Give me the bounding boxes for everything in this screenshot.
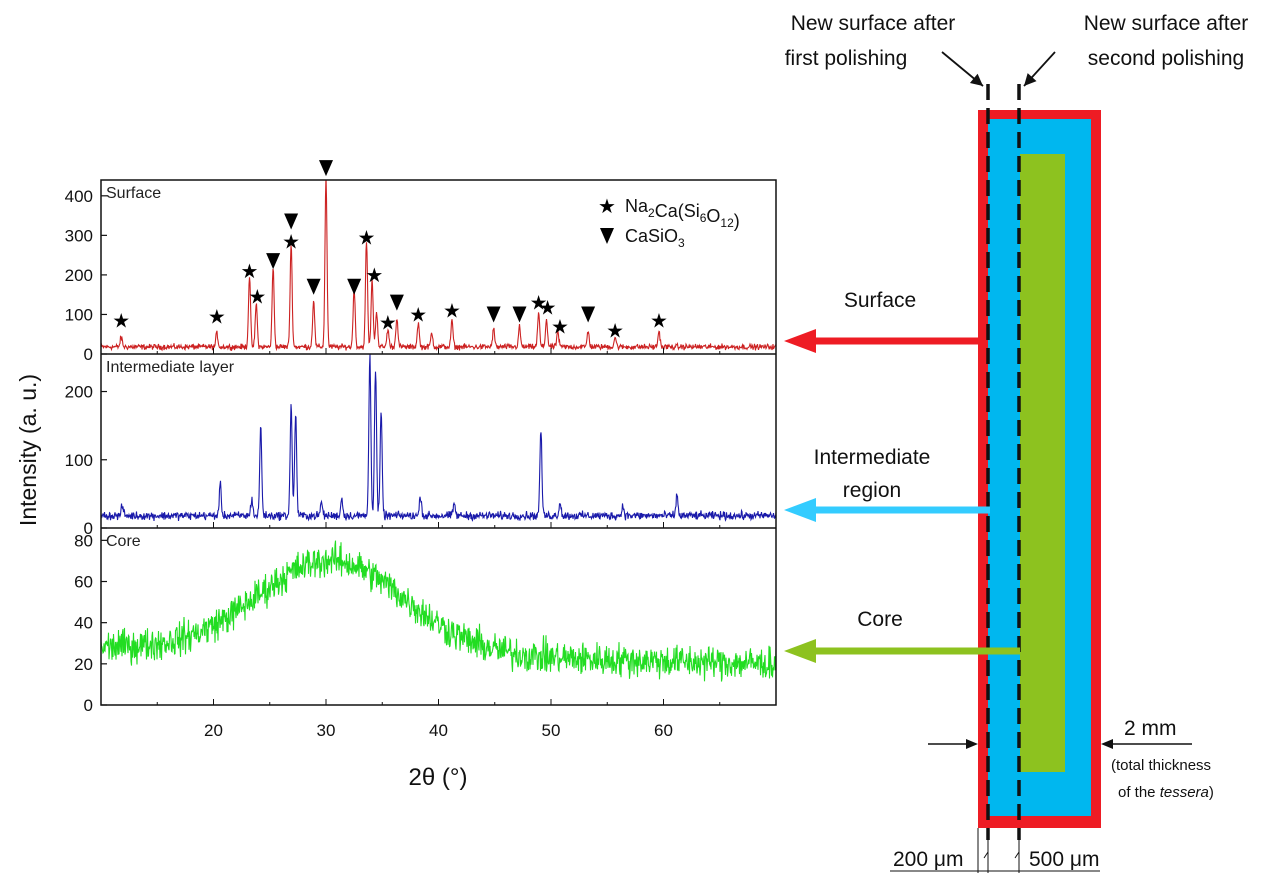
xrd-spectra bbox=[101, 180, 776, 682]
x-tick-label: 50 bbox=[542, 721, 561, 740]
dim-arrow-right bbox=[1101, 739, 1113, 749]
triangle-marker bbox=[306, 278, 321, 295]
star-marker: ★ bbox=[650, 308, 668, 332]
star-marker: ★ bbox=[112, 308, 130, 332]
legend-text-part: Na bbox=[625, 196, 649, 216]
star-marker: ★ bbox=[365, 263, 383, 287]
legend-text-part: ) bbox=[734, 211, 740, 231]
legend-star-icon: ★ bbox=[598, 194, 616, 218]
triangle-marker bbox=[486, 306, 501, 323]
star-marker: ★ bbox=[358, 225, 376, 249]
triangle-marker bbox=[319, 160, 333, 177]
y-tick-label: 100 bbox=[65, 451, 93, 470]
star-marker: ★ bbox=[379, 310, 397, 334]
x-tick-label: 60 bbox=[654, 721, 673, 740]
y-tick-label: 200 bbox=[65, 266, 93, 285]
thickness-note-italic: tessera bbox=[1160, 784, 1209, 801]
panel-title-surface: Surface bbox=[106, 185, 161, 202]
arrow-label-surface: Surface bbox=[844, 289, 916, 312]
tessera-schematic bbox=[978, 84, 1101, 840]
legend-text-part: O bbox=[706, 206, 720, 226]
star-marker: ★ bbox=[282, 229, 300, 253]
y-tick-label: 200 bbox=[65, 383, 93, 402]
triangle-marker bbox=[581, 306, 596, 323]
arrow-label-core: Core bbox=[857, 608, 903, 631]
spectrum-line-0 bbox=[101, 180, 776, 352]
layer-arrow-head bbox=[784, 639, 816, 663]
depth-500-label: 500 μm bbox=[1029, 848, 1099, 871]
thickness-note-suffix: ) bbox=[1209, 784, 1214, 801]
triangle-marker bbox=[284, 213, 299, 230]
y-tick-label: 0 bbox=[84, 696, 93, 715]
axis-ticks: 0 100 200 300 400 0 100 200 0 20 40 60 80 20 30 40 50 60 bbox=[65, 187, 777, 740]
depth-tick bbox=[983, 851, 989, 859]
star-marker: ★ bbox=[443, 299, 461, 323]
triangle-marker bbox=[512, 306, 527, 323]
spectrum-line-2 bbox=[101, 540, 776, 682]
y-tick-label: 60 bbox=[74, 573, 93, 592]
y-tick-label: 20 bbox=[74, 655, 93, 674]
x-tick-label: 30 bbox=[317, 721, 336, 740]
triangle-marker bbox=[266, 253, 281, 270]
y-tick-label: 100 bbox=[65, 305, 93, 324]
dim-arrow-left bbox=[966, 739, 978, 749]
star-marker: ★ bbox=[241, 259, 259, 283]
triangle-marker bbox=[389, 294, 404, 311]
first-polish-label-line1: New surface after bbox=[791, 12, 956, 35]
y-tick-label: 400 bbox=[65, 187, 93, 206]
thickness-note-line1: (total thickness bbox=[1111, 757, 1211, 774]
thickness-value: 2 mm bbox=[1124, 717, 1177, 740]
x-tick-label: 20 bbox=[204, 721, 223, 740]
legend-subscript: 2 bbox=[648, 206, 655, 220]
y-tick-label: 0 bbox=[84, 519, 93, 538]
legend-subscript: 6 bbox=[700, 211, 707, 225]
star-marker: ★ bbox=[208, 304, 226, 328]
legend-text-part: CaSiO bbox=[625, 226, 678, 246]
x-tick-label: 40 bbox=[429, 721, 448, 740]
arrow-label-intermediate-2: region bbox=[843, 479, 901, 502]
chart-legend: ★ Na2Ca(Si6O12)CaSiO3 bbox=[598, 194, 740, 250]
peak-markers: ★ ★★★★ ★★★ ★ ★ ★★★ ★ ★ bbox=[112, 160, 668, 342]
star-marker: ★ bbox=[551, 314, 569, 338]
layer-arrow-head bbox=[784, 498, 816, 522]
arrow-label-intermediate-1: Intermediate bbox=[814, 446, 931, 469]
spectrum-line-1 bbox=[101, 354, 776, 522]
star-marker: ★ bbox=[539, 295, 557, 319]
star-marker: ★ bbox=[606, 318, 624, 342]
y-axis-label: Intensity (a. u.) bbox=[15, 374, 41, 526]
layer-arrow-head bbox=[784, 329, 816, 353]
star-marker: ★ bbox=[530, 291, 548, 315]
panel-title-intermediate: Intermediate layer bbox=[106, 359, 235, 376]
y-tick-label: 40 bbox=[74, 614, 93, 633]
first-polish-label-line2: first polishing bbox=[785, 47, 908, 70]
triangle-marker bbox=[347, 278, 362, 295]
y-tick-label: 80 bbox=[74, 531, 93, 550]
core-layer bbox=[1020, 154, 1065, 772]
legend-subscript: 3 bbox=[678, 236, 685, 250]
legend-label: CaSiO3 bbox=[625, 226, 685, 250]
second-polish-label-line2: second polishing bbox=[1088, 47, 1244, 70]
y-tick-label: 0 bbox=[84, 345, 93, 364]
legend-triangle-icon bbox=[600, 228, 614, 244]
star-marker: ★ bbox=[248, 285, 266, 309]
pointer-head bbox=[1024, 73, 1037, 86]
pointer-head bbox=[969, 73, 983, 86]
schematic-annotations bbox=[784, 51, 1192, 873]
depth-200-label: 200 μm bbox=[893, 848, 963, 871]
panel-title-core: Core bbox=[106, 533, 141, 550]
star-marker: ★ bbox=[409, 302, 427, 326]
second-polish-label-line1: New surface after bbox=[1084, 12, 1249, 35]
legend-text-part: Ca(Si bbox=[655, 201, 700, 221]
y-tick-label: 300 bbox=[65, 226, 93, 245]
thickness-note-line2: of the tessera) bbox=[1118, 784, 1214, 801]
legend-subscript: 12 bbox=[720, 216, 734, 230]
x-axis-label: 2θ (°) bbox=[409, 764, 468, 791]
legend-label: Na2Ca(Si6O12) bbox=[625, 196, 740, 231]
thickness-note-prefix: of the bbox=[1118, 784, 1160, 801]
depth-tick bbox=[1014, 851, 1020, 859]
